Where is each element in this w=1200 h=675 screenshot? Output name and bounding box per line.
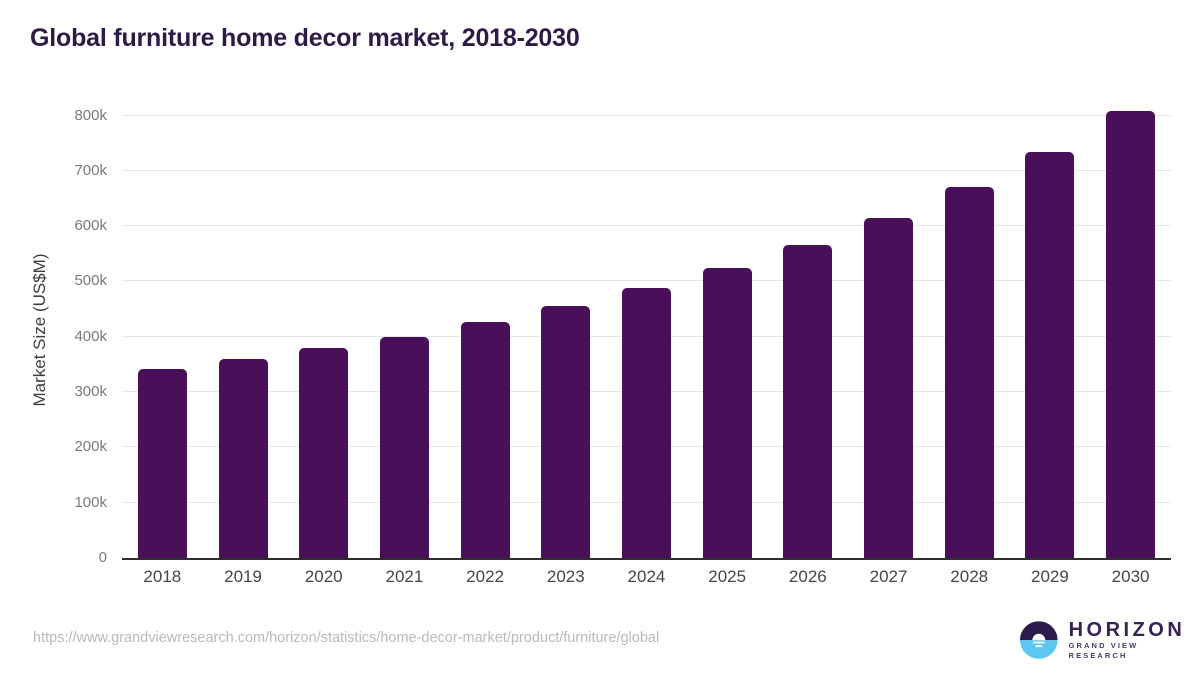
logo-subtitle: GRAND VIEW RESEARCH (1068, 641, 1139, 660)
ytick-700k: 700k (74, 161, 107, 179)
xtick-2025: 2025 (708, 567, 747, 586)
xtick-2030: 2030 (1111, 567, 1150, 586)
bar-slot-2027 (848, 100, 929, 558)
gridline-800000 (122, 114, 1171, 116)
gridline-600000 (122, 225, 1171, 227)
bar-2023 (541, 306, 591, 558)
bar-slot-2029 (1010, 100, 1091, 558)
bar-2028 (944, 187, 994, 558)
horizon-logo-icon (1020, 621, 1058, 659)
gridline-700000 (122, 169, 1171, 171)
bar-slot-2028 (929, 100, 1010, 558)
chart-title: Global furniture home decor market, 2018… (30, 24, 580, 52)
bar-2025 (702, 267, 752, 558)
bar-slot-2018 (122, 100, 203, 558)
xtick-2021: 2021 (385, 567, 424, 586)
x-axis-ticks: 2018 2019 2020 2021 2022 2023 2024 2025 2026 2027… (122, 567, 1171, 587)
xtick-2029: 2029 (1030, 567, 1069, 586)
ytick-800k: 800k (74, 106, 107, 124)
xtick-2026: 2026 (788, 567, 827, 586)
bar-2029 (1025, 152, 1075, 558)
ytick-300k: 300k (74, 383, 107, 401)
gridline-500000 (122, 280, 1171, 282)
xtick-2027: 2027 (869, 567, 908, 586)
ytick-400k: 400k (74, 327, 107, 345)
logo-name: HORIZON (1068, 619, 1186, 641)
bar-slot-2024 (606, 100, 687, 558)
bar-2018 (137, 368, 187, 558)
ytick-200k: 200k (74, 438, 107, 456)
xtick-2028: 2028 (950, 567, 989, 586)
bar-slot-2023 (525, 100, 606, 558)
xtick-2018: 2018 (143, 567, 182, 586)
x-axis-line (122, 558, 1171, 560)
ytick-500k: 500k (74, 272, 107, 290)
bar-slot-2025 (687, 100, 768, 558)
bar-slot-2021 (364, 100, 445, 558)
bar-2027 (864, 218, 914, 558)
bars-row (122, 100, 1171, 558)
xtick-2023: 2023 (546, 567, 585, 586)
y-axis-ticks: 0 100k 200k 300k 400k 500k 600k 700k 800k (0, 100, 107, 567)
bar-2022 (460, 322, 510, 558)
bar-slot-2020 (283, 100, 364, 558)
bar-2026 (783, 244, 833, 558)
bar-slot-2030 (1090, 100, 1171, 558)
ytick-600k: 600k (74, 217, 107, 235)
plot-area (122, 100, 1171, 560)
bar-2024 (621, 288, 671, 558)
bar-slot-2022 (445, 100, 526, 558)
xtick-2022: 2022 (466, 567, 504, 586)
ytick-100k: 100k (74, 493, 107, 511)
horizon-logo: HORIZON GRAND VIEW RESEARCH (1020, 619, 1200, 661)
bar-2030 (1106, 111, 1156, 558)
ytick-0: 0 (98, 549, 107, 566)
bar-2021 (379, 337, 429, 558)
bar-2020 (299, 348, 349, 558)
xtick-2020: 2020 (304, 567, 343, 586)
bar-slot-2026 (768, 100, 849, 558)
source-url: https://www.grandviewresearch.com/horizo… (33, 630, 660, 646)
xtick-2019: 2019 (224, 567, 262, 586)
horizon-logo-text: HORIZON GRAND VIEW RESEARCH (1069, 619, 1200, 661)
bar-2019 (218, 358, 268, 558)
xtick-2024: 2024 (627, 567, 666, 586)
bar-slot-2019 (203, 100, 284, 558)
